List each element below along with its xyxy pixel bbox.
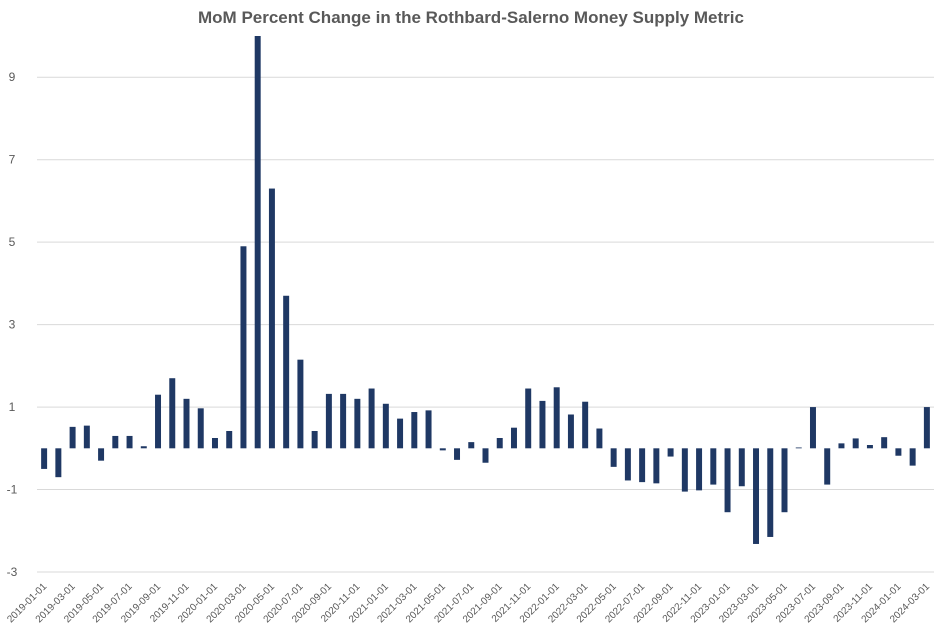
x-axis-tick-labels: 2019-01-012019-03-012019-05-012019-07-01…	[5, 581, 932, 625]
bar	[112, 435, 119, 449]
bar	[98, 448, 105, 461]
bar	[510, 427, 517, 449]
y-tick-label: 7	[9, 153, 16, 167]
bar	[923, 407, 930, 449]
bar	[596, 428, 603, 449]
bar	[382, 403, 389, 449]
y-tick-label: 5	[9, 235, 16, 249]
bar	[340, 393, 347, 449]
bar	[425, 410, 432, 449]
bar	[197, 408, 204, 449]
bar	[41, 448, 48, 469]
bar	[539, 400, 546, 449]
bar	[169, 378, 176, 449]
bars	[41, 36, 930, 544]
chart-title: MoM Percent Change in the Rothbard-Saler…	[198, 8, 744, 27]
gridlines	[37, 76, 934, 573]
bar	[667, 448, 674, 457]
bar	[852, 438, 859, 449]
bar	[824, 448, 831, 485]
bar	[895, 448, 902, 456]
bar	[909, 448, 916, 466]
bar	[866, 445, 873, 449]
bar	[553, 387, 560, 449]
bar	[639, 448, 646, 483]
bar	[653, 448, 660, 484]
bar	[610, 448, 617, 467]
bar	[83, 425, 90, 449]
bar	[468, 442, 475, 449]
bar	[411, 412, 418, 449]
bar	[482, 448, 489, 463]
bar	[753, 448, 760, 544]
y-tick-label: 1	[9, 400, 16, 414]
bar	[525, 388, 532, 449]
bar	[582, 401, 589, 449]
bar	[795, 447, 802, 449]
bar	[55, 448, 62, 478]
bar	[311, 430, 318, 449]
bar	[838, 443, 845, 449]
bar	[781, 448, 788, 513]
bar	[254, 36, 261, 449]
bar	[696, 448, 703, 491]
bar	[496, 438, 503, 449]
bar	[738, 448, 745, 487]
bar	[397, 418, 404, 449]
bar	[126, 435, 133, 449]
bar	[710, 448, 717, 485]
bar	[681, 448, 688, 492]
bar	[454, 448, 461, 460]
bar	[283, 295, 290, 449]
bar	[354, 398, 361, 449]
bar	[240, 246, 247, 449]
bar	[297, 359, 304, 449]
y-tick-label: 9	[9, 70, 16, 84]
bar	[69, 426, 76, 449]
bar	[567, 414, 574, 449]
bar	[724, 448, 731, 513]
y-tick-label: -3	[7, 565, 18, 579]
bar	[226, 430, 233, 449]
bar	[624, 448, 631, 481]
bar	[809, 407, 816, 449]
bar	[881, 437, 888, 449]
bar	[268, 188, 275, 449]
bar	[439, 448, 446, 451]
bar	[155, 394, 162, 449]
bar	[368, 388, 375, 449]
bar	[183, 398, 190, 449]
bar	[767, 448, 774, 537]
y-tick-label: 3	[9, 318, 16, 332]
bar	[140, 446, 147, 449]
y-axis-tick-labels: -3 -1 1 3 5 7 9	[7, 70, 18, 579]
bar	[325, 393, 332, 449]
y-tick-label: -1	[7, 483, 18, 497]
bar	[211, 438, 218, 449]
